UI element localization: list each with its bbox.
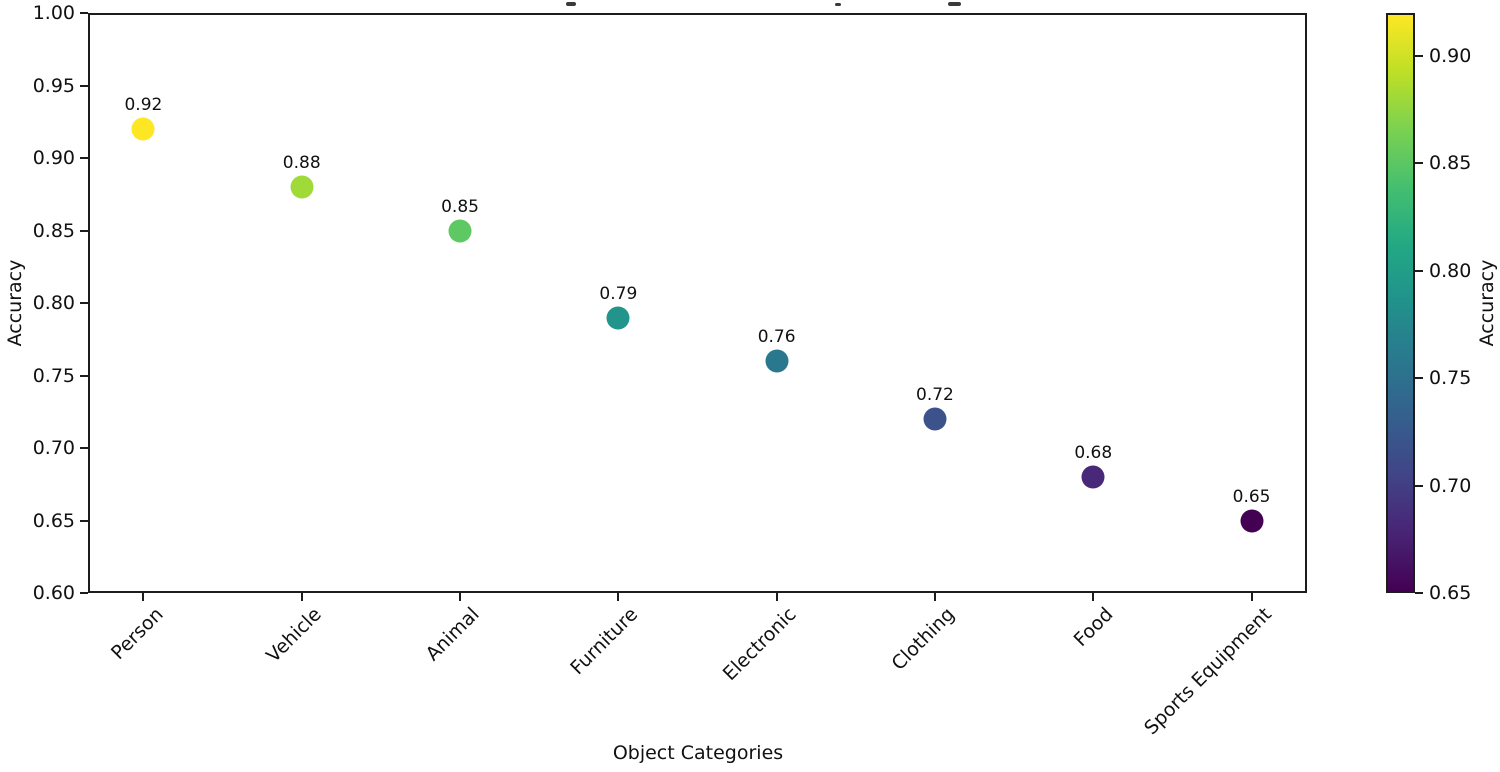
point-value-label: 0.88 bbox=[282, 153, 321, 173]
colorbar-tick-mark bbox=[1415, 484, 1423, 487]
y-tick-mark bbox=[80, 229, 88, 232]
data-point bbox=[131, 117, 155, 141]
x-tick-mark bbox=[617, 593, 620, 601]
point-value-label: 0.68 bbox=[1074, 443, 1113, 463]
y-tick-label: 0.80 bbox=[32, 292, 75, 314]
colorbar-tick-label: 0.90 bbox=[1429, 44, 1472, 67]
x-tick-label: Furniture bbox=[566, 603, 643, 680]
x-tick-label: Animal bbox=[421, 603, 484, 666]
colorbar-tick-mark bbox=[1415, 592, 1423, 594]
y-tick-label: 1.00 bbox=[32, 2, 75, 24]
x-tick-label: Clothing bbox=[887, 603, 959, 675]
y-tick-mark bbox=[80, 84, 88, 87]
colorbar-tick-label: 0.80 bbox=[1429, 259, 1472, 282]
point-value-label: 0.72 bbox=[916, 385, 954, 405]
x-tick-mark bbox=[775, 593, 778, 601]
data-point bbox=[1240, 509, 1264, 532]
cropped-title-fragment bbox=[835, 3, 841, 6]
cropped-title-fragment bbox=[566, 2, 576, 6]
cropped-title-fragment bbox=[948, 2, 961, 6]
data-point bbox=[923, 407, 947, 431]
x-tick-mark bbox=[933, 593, 936, 601]
y-tick-mark bbox=[80, 302, 88, 304]
x-tick-label: Food bbox=[1069, 603, 1118, 652]
colorbar-tick-mark bbox=[1415, 162, 1423, 165]
y-tick-mark bbox=[80, 157, 88, 159]
y-tick-label: 0.95 bbox=[32, 74, 75, 97]
point-value-label: 0.65 bbox=[1232, 486, 1271, 507]
data-point bbox=[606, 306, 630, 329]
x-tick-mark bbox=[300, 593, 303, 601]
point-value-label: 0.76 bbox=[757, 327, 796, 347]
y-tick-label: 0.85 bbox=[32, 219, 75, 242]
point-value-label: 0.85 bbox=[441, 196, 479, 217]
colorbar-tick-mark bbox=[1415, 269, 1423, 272]
colorbar-tick-label: 0.65 bbox=[1429, 582, 1472, 604]
x-tick-label: Vehicle bbox=[261, 603, 326, 667]
x-tick-mark bbox=[459, 593, 462, 601]
x-tick-mark bbox=[1092, 593, 1095, 601]
data-point bbox=[765, 349, 789, 373]
data-point bbox=[448, 219, 472, 242]
colorbar-label: Accuracy bbox=[1476, 259, 1498, 347]
x-tick-label: Sports Equipment bbox=[1139, 603, 1276, 740]
colorbar-tick-label: 0.85 bbox=[1429, 152, 1472, 175]
y-tick-label: 0.90 bbox=[32, 147, 75, 169]
y-tick-label: 0.65 bbox=[32, 509, 75, 532]
data-point bbox=[290, 175, 314, 199]
y-tick-mark bbox=[80, 592, 88, 594]
colorbar-tick-label: 0.75 bbox=[1429, 367, 1472, 390]
colorbar-tick-mark bbox=[1415, 54, 1423, 57]
x-tick-label: Electronic bbox=[718, 603, 801, 686]
y-tick-label: 0.75 bbox=[32, 364, 75, 387]
data-point bbox=[1081, 465, 1105, 489]
y-tick-label: 0.70 bbox=[32, 437, 75, 459]
y-tick-mark bbox=[80, 447, 88, 449]
x-tick-label: Person bbox=[106, 603, 168, 665]
x-tick-mark bbox=[142, 593, 145, 601]
y-tick-mark bbox=[80, 374, 88, 377]
y-tick-mark bbox=[80, 12, 88, 14]
x-axis-label: Object Categories bbox=[612, 742, 784, 764]
colorbar bbox=[1386, 13, 1415, 593]
plot-area bbox=[88, 13, 1307, 593]
colorbar-tick-label: 0.70 bbox=[1429, 474, 1472, 497]
x-tick-mark bbox=[1250, 593, 1253, 601]
y-axis-label: Accuracy bbox=[4, 259, 26, 347]
colorbar-tick-mark bbox=[1415, 377, 1423, 380]
point-value-label: 0.92 bbox=[124, 95, 163, 115]
point-value-label: 0.79 bbox=[599, 283, 638, 304]
y-tick-mark bbox=[80, 519, 88, 522]
y-tick-label: 0.60 bbox=[32, 582, 75, 604]
